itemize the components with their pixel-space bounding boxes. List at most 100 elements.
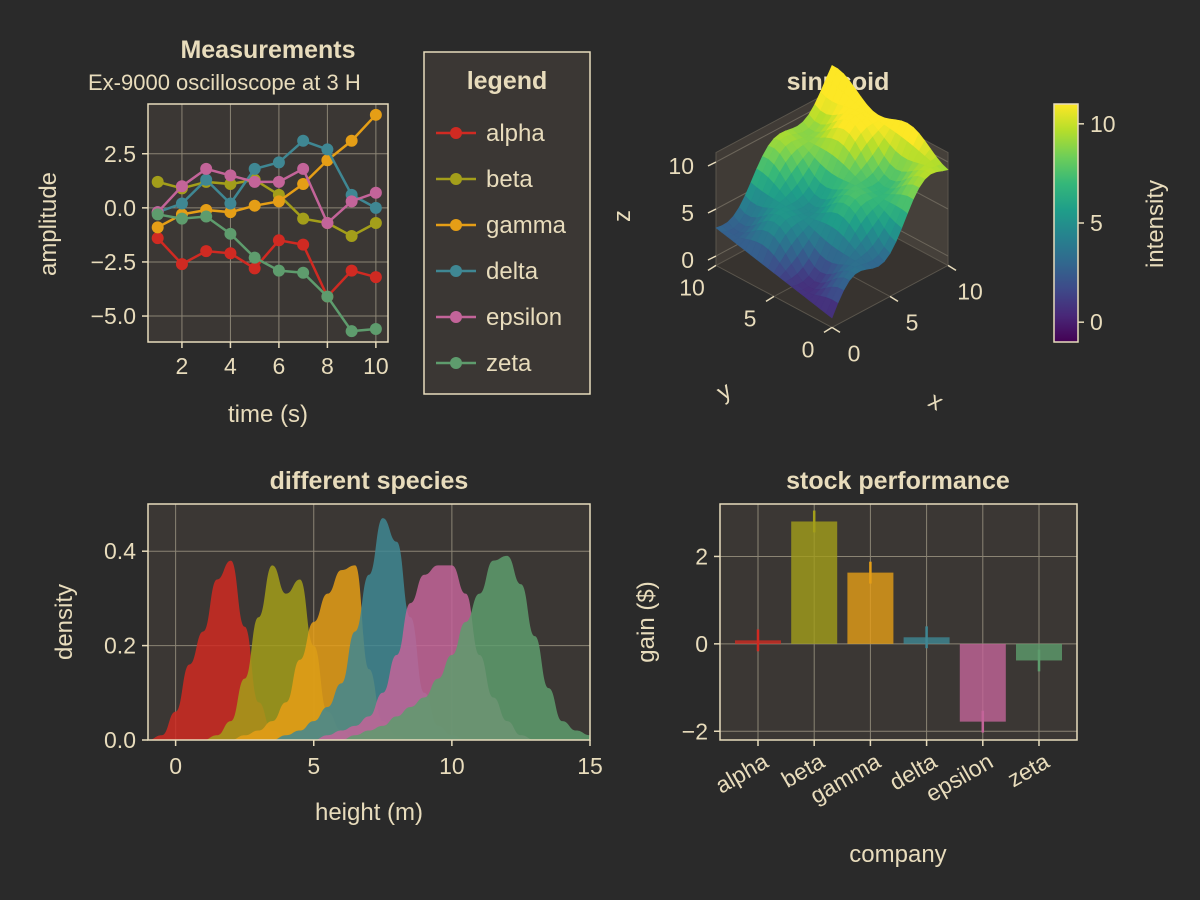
measurements-point-gamma (272, 195, 285, 208)
measurements-x-tick-label: 10 (363, 353, 389, 379)
measurements-point-delta (224, 197, 237, 210)
measurements-point-alpha (200, 245, 213, 258)
sinusoid-y-tick-label: 10 (679, 274, 705, 300)
sinusoid-x-tick (831, 326, 841, 334)
species-xlabel: height (m) (315, 799, 423, 826)
measurements-line-delta (157, 139, 377, 214)
legend-marker-alpha (450, 127, 462, 139)
measurements-point-beta (224, 178, 237, 191)
measurements-point-zeta (297, 266, 310, 279)
measurements-point-beta (297, 212, 310, 225)
measurements-point-gamma (369, 108, 382, 121)
measurements-point-alpha (224, 247, 237, 260)
sinusoid-y-tick (707, 264, 717, 272)
measurements-ylabel: amplitude (35, 172, 62, 276)
stock-frame (719, 503, 1078, 741)
stock-ylabel: gain ($) (633, 581, 660, 662)
species-x-tick-label: 15 (577, 753, 603, 779)
sinusoid-x-tick-label: 10 (957, 278, 983, 304)
species-y-tick-label: 0.4 (104, 538, 136, 564)
measurements-point-delta (200, 173, 213, 186)
measurements-point-beta (345, 229, 358, 242)
species-density-delta (148, 518, 590, 740)
species-title: different species (270, 467, 469, 495)
measurements-point-alpha (175, 258, 188, 271)
sinusoid-z-tick (707, 255, 717, 261)
measurements-point-epsilon (297, 162, 310, 175)
stock-plot-area (720, 504, 1077, 740)
measurements-point-zeta (200, 210, 213, 223)
sinusoid-panel: sinusoid z y x intensity 051005100510051… (609, 64, 1169, 416)
sinusoid-z-tick-label: 5 (681, 200, 694, 226)
measurements-x-tick-label: 6 (273, 353, 286, 379)
stock-y-tick-label: 0 (695, 631, 708, 657)
measurements-point-alpha (151, 232, 164, 245)
measurements-x-tick-label: 8 (321, 353, 334, 379)
sinusoid-x-tick-label: 0 (848, 340, 861, 366)
sinusoid-y-tick (823, 326, 833, 334)
measurements-point-epsilon (224, 169, 237, 182)
stock-bar-gamma (847, 572, 894, 644)
sinusoid-zlabel: z (609, 210, 636, 222)
measurements-point-epsilon (272, 175, 285, 188)
measurements-point-alpha (248, 262, 261, 275)
species-x-tick-label: 5 (307, 753, 320, 779)
measurements-point-delta (369, 201, 382, 214)
measurements-point-gamma (248, 199, 261, 212)
measurements-point-alpha (369, 271, 382, 284)
colorbar-tick-label: 0 (1090, 309, 1103, 335)
measurements-point-delta (321, 143, 334, 156)
colorbar-tick-label: 5 (1090, 210, 1103, 236)
measurements-point-delta (248, 162, 261, 175)
species-panel: different species height (m) density 0 5 1… (51, 467, 603, 826)
measurements-point-zeta (272, 264, 285, 277)
measurements-line-gamma (157, 113, 377, 229)
colorbar-tick-label: 10 (1090, 111, 1116, 137)
measurements-point-zeta (321, 290, 334, 303)
species-density-alpha (148, 560, 590, 740)
measurements-point-gamma (224, 206, 237, 219)
measurements-point-gamma (151, 221, 164, 234)
legend-marker-beta (450, 173, 462, 185)
stock-y-tick-label: 2 (695, 543, 708, 569)
legend-marker-delta (450, 265, 462, 277)
measurements-point-beta (369, 217, 382, 229)
species-y-tick-label: 0.0 (104, 727, 136, 753)
measurements-point-alpha (345, 264, 358, 277)
measurements-point-gamma (345, 134, 358, 147)
species-y-tick-label: 0.2 (104, 633, 136, 659)
legend: legend alpha beta gamma delta epsilon zeta (423, 51, 591, 395)
legend-marker-gamma (450, 219, 462, 231)
measurements-line-alpha (156, 237, 377, 299)
stock-xlabel: company (849, 841, 946, 868)
measurements-frame (147, 103, 389, 343)
sinusoid-y-tick-label: 5 (744, 305, 757, 331)
species-density-zeta (148, 555, 590, 740)
legend-marker-epsilon (450, 311, 462, 323)
measurements-x-tick-label: 4 (224, 353, 237, 379)
sinusoid-y-tick (765, 295, 775, 303)
measurements-line-zeta (157, 213, 376, 333)
legend-label-delta: delta (486, 258, 539, 285)
stock-bar-epsilon (959, 643, 1006, 722)
sinusoid-z-tick-label: 0 (681, 247, 694, 273)
measurements-point-delta (272, 156, 285, 169)
measurements-y-tick-label: −5.0 (91, 303, 136, 329)
legend-label-alpha: alpha (486, 120, 545, 147)
stock-bar-beta (791, 521, 838, 644)
stock-title: stock performance (786, 467, 1010, 495)
sinusoid-x-tick (889, 295, 899, 303)
measurements-y-tick-label: 2.5 (104, 141, 136, 167)
measurements-title: Measurements (180, 36, 355, 64)
sinusoid-surface-patch (825, 299, 839, 319)
measurements-y-tick-label: −2.5 (91, 249, 136, 275)
stock-y-tick-label: −2 (682, 718, 708, 744)
legend-label-zeta: zeta (486, 350, 532, 377)
sinusoid-z-tick-label: 10 (668, 153, 694, 179)
legend-title: legend (467, 67, 548, 95)
species-ylabel: density (51, 584, 78, 660)
measurements-point-delta (297, 134, 310, 147)
colorbar-label: intensity (1142, 180, 1169, 268)
colorbar (1053, 103, 1079, 343)
